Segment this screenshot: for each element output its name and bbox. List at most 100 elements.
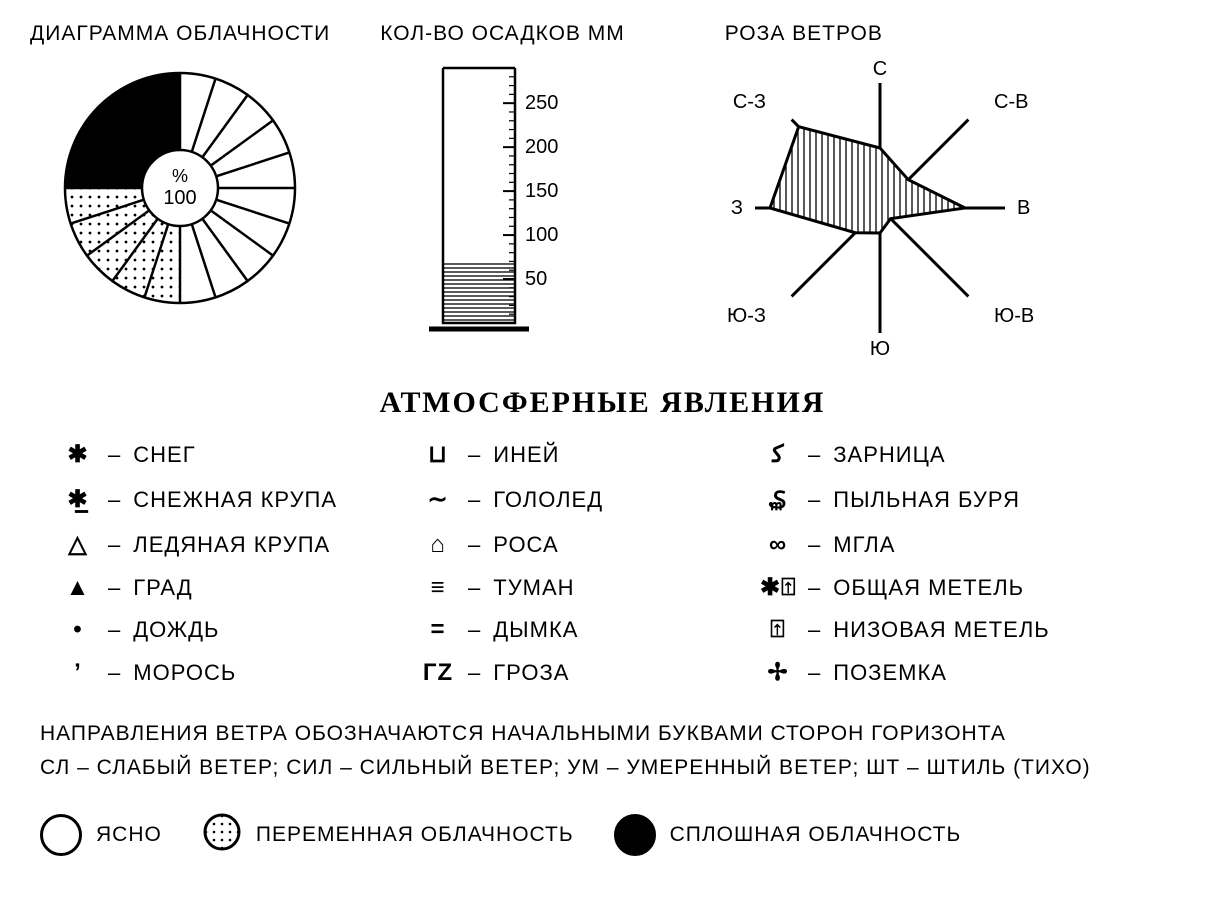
dash: – [808,575,821,601]
cloud-legend: ЯСНО ПЕРЕМЕННАЯ ОБЛАЧНОСТЬ СПЛОШНАЯ ОБЛАЧН… [0,784,1205,858]
phenomenon-symbol: ₷ [760,483,796,516]
phenomenon-symbol: ✱ [60,440,96,469]
phenomenon-item: ✱–СНЕГ [60,440,410,469]
phenomenon-symbol: ≡ [420,574,456,602]
svg-text:С-З: С-З [733,91,766,113]
legend-swatch [40,814,82,856]
dash: – [808,442,821,468]
phenomenon-item: ГZ–ГРОЗА [420,658,750,687]
cloudiness-pie: %100 [50,58,310,318]
phenomenon-item: ⍐–НИЗОВАЯ МЕТЕЛЬ [760,616,1140,644]
precip-tube: 25020015010050 [403,58,603,348]
windrose-diagram: РОЗА ВЕТРОВ С Ю В З С-В С-З Ю-В Ю-З [705,22,1085,358]
phenomenon-item: ⌂–РОСА [420,530,750,559]
svg-text:Ю-З: Ю-З [727,305,766,327]
footer-line-2: СЛ – СЛАБЫЙ ВЕТЕР; СИЛ – СИЛЬНЫЙ ВЕТЕР; … [40,751,1165,785]
section-title: АТМОСФЕРНЫЕ ЯВЛЕНИЯ [0,386,1205,420]
dash: – [808,617,821,643]
dash: – [468,442,481,468]
phenomenon-symbol: ⍐ [760,616,796,644]
svg-text:С-В: С-В [994,91,1028,113]
legend-item: ПЕРЕМЕННАЯ ОБЛАЧНОСТЬ [202,812,574,858]
legend-label: ЯСНО [96,823,162,847]
svg-text:З: З [731,197,743,219]
dash: – [808,532,821,558]
precip-title: КОЛ-ВО ОСАДКОВ ММ [380,22,624,46]
footer-notes: НАПРАВЛЕНИЯ ВЕТРА ОБОЗНАЧАЮТСЯ НАЧАЛЬНЫМ… [0,687,1205,784]
dash: – [108,487,121,513]
svg-text:Ю-В: Ю-В [994,305,1034,327]
dash: – [468,660,481,686]
phenomenon-item: ✱⍐–ОБЩАЯ МЕТЕЛЬ [760,573,1140,602]
phenomenon-label: ГОЛОЛЕД [493,487,603,513]
phenomenon-label: МГЛА [833,532,895,558]
phenomenon-label: ИНЕЙ [493,442,559,468]
phenomenon-label: РОСА [493,532,558,558]
phenomenon-symbol: • [60,616,96,644]
phenomenon-label: МОРОСЬ [133,660,236,686]
dash: – [108,617,121,643]
dash: – [108,660,121,686]
dash: – [468,532,481,558]
footer-line-1: НАПРАВЛЕНИЯ ВЕТРА ОБОЗНАЧАЮТСЯ НАЧАЛЬНЫМ… [40,717,1165,751]
phenomenon-symbol: ✢ [760,658,796,687]
dash: – [468,617,481,643]
phenomenon-symbol: ⌂ [420,531,456,559]
legend-swatch [614,814,656,856]
phenomenon-symbol: = [420,616,456,644]
svg-text:С: С [873,58,887,80]
phenomenon-label: ЛЕДЯНАЯ КРУПА [133,532,330,558]
cloudiness-diagram: ДИАГРАММА ОБЛАЧНОСТИ %100 [30,22,330,358]
phenomenon-label: ПОЗЕМКА [833,660,947,686]
phenomenon-label: НИЗОВАЯ МЕТЕЛЬ [833,617,1049,643]
svg-text:В: В [1017,197,1030,219]
phenomenon-label: ПЫЛЬНАЯ БУРЯ [833,487,1020,513]
phenomenon-symbol: ∞ [760,531,796,559]
precipitation-diagram: КОЛ-ВО ОСАДКОВ ММ 25020015010050 [380,22,624,358]
svg-text:100: 100 [525,224,558,246]
phenomenon-item: ≡–ТУМАН [420,573,750,602]
svg-text:250: 250 [525,92,558,114]
phenomenon-label: СНЕГ [133,442,195,468]
legend-item: СПЛОШНАЯ ОБЛАЧНОСТЬ [614,814,962,856]
phenomenon-label: ГРОЗА [493,660,569,686]
phenomenon-item: ﻛ–ЗАРНИЦА [760,440,1140,469]
cloudiness-title: ДИАГРАММА ОБЛАЧНОСТИ [30,22,330,46]
svg-text:150: 150 [525,180,558,202]
dash: – [808,487,821,513]
legend-swatch [202,812,242,858]
windrose-title: РОЗА ВЕТРОВ [725,22,883,46]
phenomenon-label: ДЫМКА [493,617,578,643]
phenomenon-item: △–ЛЕДЯНАЯ КРУПА [60,530,410,559]
phenomenon-item: ▲–ГРАД [60,573,410,602]
svg-text:Ю: Ю [870,338,890,358]
svg-text:200: 200 [525,136,558,158]
phenomenon-symbol: ▲ [60,574,96,602]
phenomenon-item: ∞–МГЛА [760,530,1140,559]
phenomena-legend: ✱–СНЕГ⊔–ИНЕЙﻛ–ЗАРНИЦА✱̲–СНЕЖНАЯ КРУПА∼–Г… [0,440,1205,687]
svg-text:%: % [172,166,188,186]
legend-item: ЯСНО [40,814,162,856]
phenomenon-item: ✢–ПОЗЕМКА [760,658,1140,687]
phenomenon-item: ✱̲–СНЕЖНАЯ КРУПА [60,483,410,516]
dash: – [108,575,121,601]
dash: – [808,660,821,686]
phenomenon-label: ТУМАН [493,575,574,601]
windrose-chart: С Ю В З С-В С-З Ю-В Ю-З [705,58,1085,358]
phenomenon-item: ⊔–ИНЕЙ [420,440,750,469]
dash: – [108,532,121,558]
phenomenon-symbol: ﻛ [760,440,796,469]
phenomenon-label: ЗАРНИЦА [833,442,945,468]
phenomenon-label: ГРАД [133,575,192,601]
phenomenon-symbol: ʼ [60,659,96,687]
phenomenon-item: ∼–ГОЛОЛЕД [420,483,750,516]
phenomenon-item: =–ДЫМКА [420,616,750,644]
phenomenon-symbol: ГZ [420,659,456,687]
dash: – [468,487,481,513]
phenomenon-label: СНЕЖНАЯ КРУПА [133,487,337,513]
phenomenon-symbol: ✱⍐ [760,573,796,602]
svg-text:100: 100 [163,187,196,209]
legend-label: ПЕРЕМЕННАЯ ОБЛАЧНОСТЬ [256,823,574,847]
phenomenon-item: ʼ–МОРОСЬ [60,658,410,687]
phenomenon-label: ОБЩАЯ МЕТЕЛЬ [833,575,1024,601]
